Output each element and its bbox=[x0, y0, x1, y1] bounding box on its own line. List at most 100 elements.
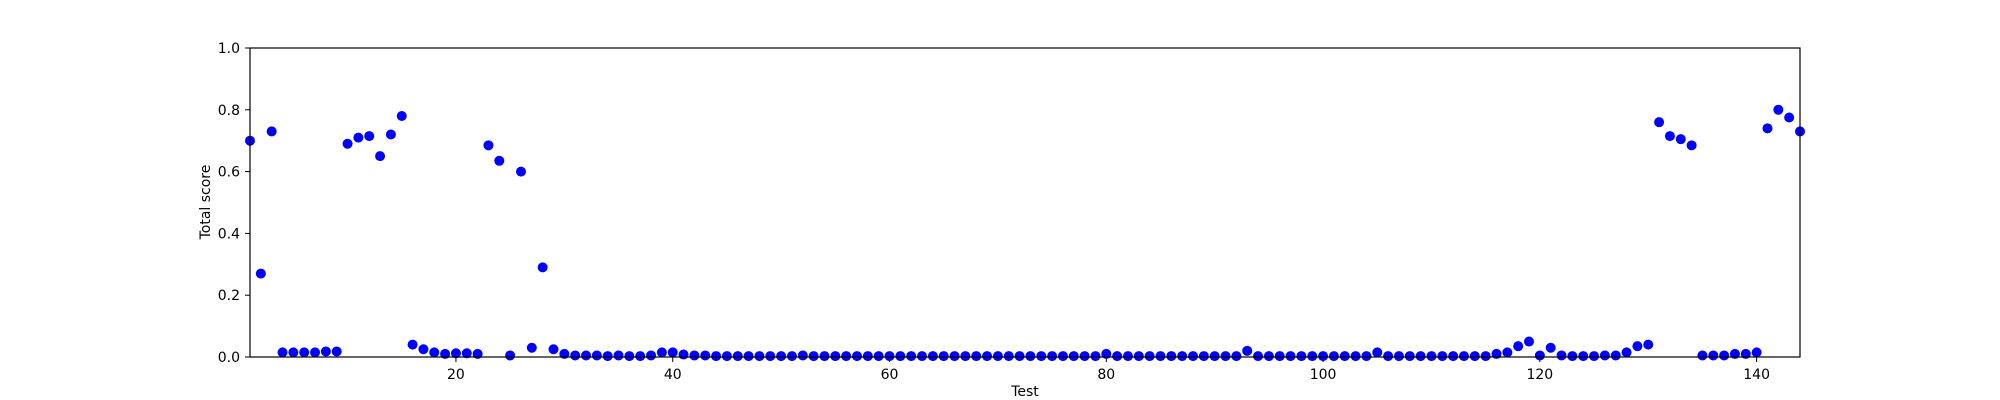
data-point bbox=[581, 350, 592, 361]
data-point bbox=[1599, 350, 1610, 361]
data-point bbox=[1263, 351, 1274, 362]
data-point bbox=[1014, 351, 1025, 362]
data-point bbox=[776, 351, 787, 362]
data-point bbox=[1610, 350, 1621, 361]
data-point bbox=[667, 347, 678, 358]
data-point bbox=[960, 351, 971, 362]
data-point bbox=[797, 350, 808, 361]
data-point bbox=[375, 151, 386, 162]
data-point bbox=[1155, 351, 1166, 362]
data-point bbox=[786, 351, 797, 362]
data-point bbox=[1686, 140, 1697, 151]
data-point bbox=[1393, 351, 1404, 362]
data-point bbox=[1068, 351, 1079, 362]
data-point bbox=[830, 351, 841, 362]
data-point bbox=[310, 347, 321, 358]
data-point bbox=[949, 351, 960, 362]
data-point bbox=[1318, 351, 1329, 362]
data-point bbox=[505, 350, 516, 361]
data-point bbox=[1448, 351, 1459, 362]
data-point bbox=[1458, 351, 1469, 362]
data-point bbox=[494, 155, 505, 166]
y-tick-label: 0.4 bbox=[218, 226, 240, 242]
data-point bbox=[938, 351, 949, 362]
data-point bbox=[1773, 104, 1784, 115]
data-point bbox=[1567, 351, 1578, 362]
data-point bbox=[429, 347, 440, 358]
data-point bbox=[1025, 351, 1036, 362]
data-point bbox=[1003, 351, 1014, 362]
data-point bbox=[1350, 351, 1361, 362]
data-point bbox=[1112, 351, 1123, 362]
data-point bbox=[1231, 351, 1242, 362]
data-point bbox=[537, 262, 548, 273]
data-point bbox=[895, 351, 906, 362]
data-point bbox=[1144, 351, 1155, 362]
data-point bbox=[461, 348, 472, 359]
data-point bbox=[927, 351, 938, 362]
data-point bbox=[1697, 350, 1708, 361]
data-point bbox=[1339, 351, 1350, 362]
data-point bbox=[1057, 351, 1068, 362]
plot-frame bbox=[249, 47, 1801, 358]
data-point bbox=[646, 350, 657, 361]
data-point bbox=[851, 351, 862, 362]
data-point bbox=[841, 351, 852, 362]
data-point bbox=[1285, 351, 1296, 362]
data-point bbox=[808, 351, 819, 362]
data-point bbox=[1372, 347, 1383, 358]
data-point bbox=[819, 351, 830, 362]
data-point bbox=[255, 268, 266, 279]
data-point bbox=[418, 344, 429, 355]
data-point bbox=[917, 351, 928, 362]
y-tick-label: 0.0 bbox=[218, 350, 240, 366]
data-point bbox=[331, 346, 342, 357]
data-point bbox=[635, 351, 646, 362]
data-point bbox=[1437, 351, 1448, 362]
data-point bbox=[884, 351, 895, 362]
data-point bbox=[548, 344, 559, 355]
data-point bbox=[1404, 351, 1415, 362]
data-point bbox=[1664, 131, 1675, 142]
x-tick-label: 100 bbox=[1310, 367, 1337, 383]
data-point bbox=[1578, 351, 1589, 362]
data-point bbox=[1415, 351, 1426, 362]
data-point bbox=[721, 351, 732, 362]
x-tick-label: 20 bbox=[447, 367, 465, 383]
data-point bbox=[1589, 351, 1600, 362]
data-point bbox=[1220, 351, 1231, 362]
data-point bbox=[711, 351, 722, 362]
data-point bbox=[1090, 351, 1101, 362]
data-point bbox=[906, 351, 917, 362]
data-point bbox=[1296, 351, 1307, 362]
x-tick-label: 80 bbox=[1097, 367, 1115, 383]
data-point bbox=[1524, 336, 1535, 347]
data-point bbox=[971, 351, 982, 362]
data-point bbox=[689, 350, 700, 361]
y-tick-label: 1.0 bbox=[218, 41, 240, 57]
points-layer bbox=[245, 104, 1805, 362]
data-point bbox=[1209, 351, 1220, 362]
y-tick-label: 0.8 bbox=[218, 103, 240, 119]
data-point bbox=[1253, 351, 1264, 362]
data-point bbox=[1079, 351, 1090, 362]
data-point bbox=[1036, 351, 1047, 362]
data-point bbox=[299, 347, 310, 358]
data-point bbox=[1751, 347, 1762, 358]
x-tick-label: 140 bbox=[1743, 367, 1770, 383]
data-point bbox=[1383, 351, 1394, 362]
data-point bbox=[1480, 351, 1491, 362]
data-point bbox=[385, 129, 396, 140]
data-point bbox=[407, 339, 418, 350]
data-point bbox=[570, 350, 581, 361]
data-point bbox=[754, 351, 765, 362]
data-point bbox=[1198, 351, 1209, 362]
data-point bbox=[1047, 351, 1058, 362]
data-point bbox=[1502, 347, 1513, 358]
data-point bbox=[743, 351, 754, 362]
data-point bbox=[732, 351, 743, 362]
x-axis-label: Test bbox=[1010, 384, 1039, 400]
data-point bbox=[1274, 351, 1285, 362]
data-point bbox=[1188, 351, 1199, 362]
